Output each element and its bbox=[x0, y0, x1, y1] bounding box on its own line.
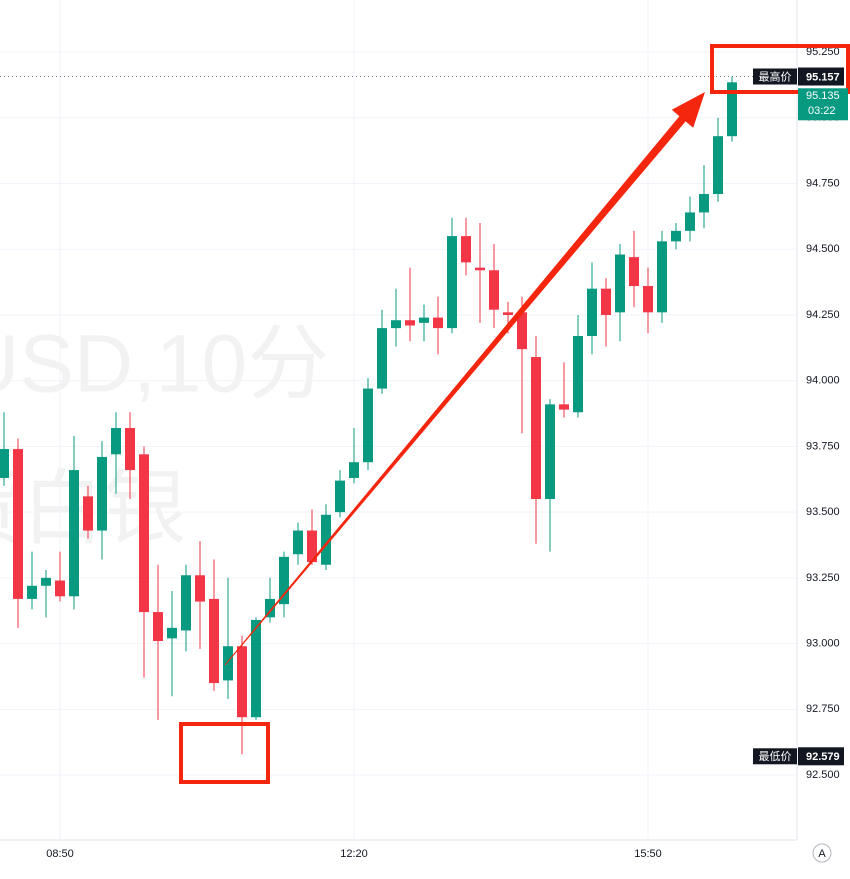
y-tick-label: 95.250 bbox=[806, 46, 840, 58]
candle-body bbox=[237, 646, 247, 718]
y-tick-label: 94.750 bbox=[806, 177, 840, 189]
candle-body bbox=[573, 336, 583, 413]
candle-body bbox=[559, 404, 569, 410]
candle-body bbox=[307, 530, 317, 563]
candle-body bbox=[167, 627, 177, 639]
candle-body bbox=[587, 288, 597, 336]
candle-body bbox=[447, 236, 457, 329]
auto-scale-button[interactable] bbox=[812, 843, 832, 863]
annotation-arrow bbox=[224, 92, 705, 666]
candle-body bbox=[349, 462, 359, 478]
candle-body bbox=[83, 496, 93, 531]
candle-body bbox=[713, 136, 723, 195]
last-price-value: 95.135 bbox=[806, 90, 840, 102]
y-tick-label: 93.750 bbox=[806, 440, 840, 452]
candle-body bbox=[377, 328, 387, 389]
candle-body bbox=[489, 270, 499, 310]
candle-body bbox=[125, 428, 135, 471]
candle-body bbox=[265, 598, 275, 618]
y-tick-label: 92.500 bbox=[806, 769, 840, 781]
high-tag-value: 95.157 bbox=[806, 71, 840, 83]
candle-body bbox=[699, 194, 709, 213]
candle-body bbox=[0, 449, 9, 478]
candle-body bbox=[321, 514, 331, 565]
candle-body bbox=[153, 612, 163, 641]
candles-group bbox=[0, 76, 737, 755]
low-tag-value-box bbox=[798, 747, 844, 766]
candle-body bbox=[531, 357, 541, 500]
candle-body bbox=[251, 619, 261, 718]
candle-body bbox=[293, 530, 303, 555]
y-tick-label: 92.750 bbox=[806, 703, 840, 715]
candle-body bbox=[41, 577, 51, 586]
x-tick-label: 08:50 bbox=[46, 848, 74, 860]
y-tick-label: 94.000 bbox=[806, 375, 840, 387]
candle-body bbox=[433, 317, 443, 329]
auto-scale-label[interactable]: A bbox=[818, 848, 826, 860]
last-price-box bbox=[798, 88, 848, 121]
high-tag-text: 最高价 bbox=[759, 69, 792, 83]
candle-body bbox=[503, 312, 513, 315]
candle-body bbox=[111, 428, 121, 455]
candle-body bbox=[139, 454, 149, 613]
last-price-countdown: 03:22 bbox=[808, 105, 836, 117]
watermark: 货白银 bbox=[0, 464, 186, 555]
candle-body bbox=[69, 470, 79, 597]
annotation-box bbox=[710, 44, 850, 94]
y-tick-label: 94.250 bbox=[806, 309, 840, 321]
low-tag-text: 最低价 bbox=[759, 750, 792, 763]
candle-body bbox=[27, 585, 37, 599]
candle-body bbox=[335, 480, 345, 513]
annotation-box bbox=[179, 722, 270, 784]
low-tag-box bbox=[753, 748, 797, 765]
watermark: USD,10分 bbox=[0, 319, 329, 410]
candle-body bbox=[181, 575, 191, 631]
candle-body bbox=[363, 388, 373, 463]
y-tick-label: 93.000 bbox=[806, 638, 840, 650]
candle-body bbox=[97, 456, 107, 531]
x-tick-label: 12:20 bbox=[340, 848, 368, 860]
y-tick-label: 94.500 bbox=[806, 243, 840, 255]
candle-body bbox=[615, 254, 625, 313]
candle-body bbox=[727, 82, 737, 137]
grid-group bbox=[0, 0, 797, 840]
candle-body bbox=[685, 212, 695, 231]
x-tick-label: 15:50 bbox=[634, 848, 662, 860]
tags-group: 最高价 95.157 95.135 03:22 最低价 92.579 bbox=[753, 67, 848, 766]
candle-body bbox=[419, 317, 429, 323]
candle-body bbox=[517, 312, 527, 350]
y-tick-label: 93.500 bbox=[806, 506, 840, 518]
candle-body bbox=[209, 598, 219, 684]
candle-body bbox=[643, 286, 653, 313]
candle-body bbox=[629, 257, 639, 287]
high-tag-box bbox=[753, 68, 797, 85]
candle-body bbox=[55, 580, 65, 597]
low-tag-value: 92.579 bbox=[806, 751, 840, 763]
candle-body bbox=[391, 320, 401, 329]
axes-group: 92.500 92.750 93.000 93.250 93.500 93.750 94.0… bbox=[46, 46, 839, 860]
candle-body bbox=[545, 404, 555, 500]
candle-body bbox=[279, 556, 289, 605]
candle-body bbox=[405, 320, 415, 326]
candle-body bbox=[475, 267, 485, 271]
candle-body bbox=[461, 236, 471, 263]
candle-body bbox=[13, 449, 23, 599]
high-tag-value-box bbox=[798, 67, 844, 86]
candle-body bbox=[223, 646, 233, 681]
y-tick-label: 93.250 bbox=[806, 572, 840, 584]
watermark-group: USD,10分 货白银 bbox=[0, 319, 329, 555]
candle-body bbox=[657, 241, 667, 313]
candle-body bbox=[601, 288, 611, 315]
candle-body bbox=[671, 230, 681, 242]
candle-body bbox=[195, 575, 205, 602]
